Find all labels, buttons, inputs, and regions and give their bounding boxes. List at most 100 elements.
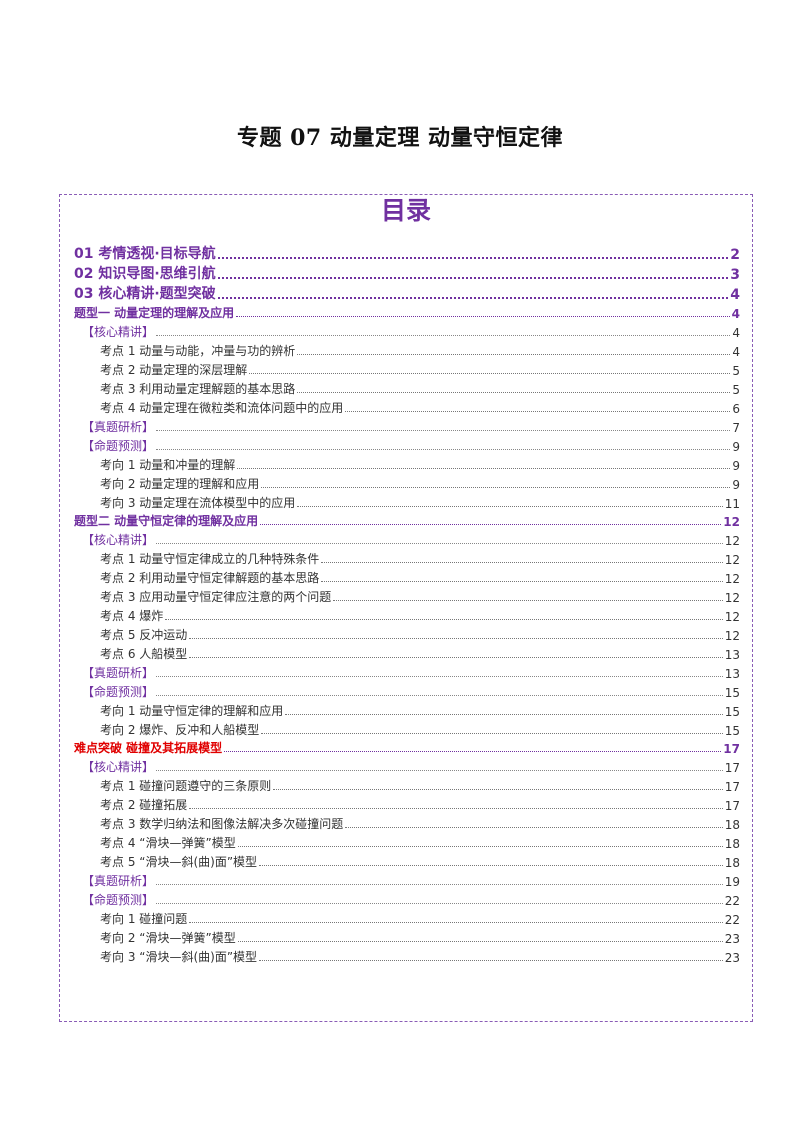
toc-dot-leader [321, 562, 723, 563]
toc-entry[interactable]: 考向 3 “滑块—斜(曲)面”模型 23 [74, 946, 740, 965]
toc-entry-page: 13 [724, 667, 740, 681]
toc-dot-leader [156, 676, 723, 677]
toc-entry-label: 03 核心精讲·题型突破 [74, 286, 216, 302]
toc-entry[interactable]: 考向 2 动量定理的理解和应用 9 [74, 473, 740, 492]
toc-entry[interactable]: 【真题研析】 19 [74, 870, 740, 889]
toc-entry[interactable]: 02 知识导图·思维引航 3 [74, 263, 740, 283]
toc-entry-label: 【命题预测】 [82, 439, 155, 453]
toc-entry[interactable]: 考点 4 爆炸 12 [74, 605, 740, 624]
toc-entry-page: 17 [724, 780, 740, 794]
toc-dot-leader [165, 619, 723, 620]
toc-entry-label: 考向 1 动量和冲量的理解 [100, 458, 236, 472]
toc-entry-label: 【真题研析】 [82, 420, 155, 434]
toc-entry[interactable]: 题型一 动量定理的理解及应用 4 [74, 303, 740, 321]
toc-entry-page: 23 [724, 932, 740, 946]
toc-entry-page: 12 [724, 629, 740, 643]
toc-entry-page: 12 [724, 553, 740, 567]
toc-entry-page: 18 [724, 837, 740, 851]
toc-entry-label: 考点 3 数学归纳法和图像法解决多次碰撞问题 [100, 817, 344, 831]
toc-heading: 目录 [380, 196, 431, 225]
toc-entry[interactable]: 03 核心精讲·题型突破 4 [74, 283, 740, 303]
toc-dot-leader [217, 257, 729, 259]
toc-entry[interactable]: 【核心精讲】 4 [74, 321, 740, 340]
toc-entry-label: 考点 2 利用动量守恒定律解题的基本思路 [100, 571, 320, 585]
toc-entry-label: 题型一 动量定理的理解及应用 [74, 306, 235, 320]
toc-entry-label: 考点 4 动量定理在微粒类和流体问题中的应用 [100, 401, 344, 415]
toc-dot-leader [156, 695, 723, 696]
toc-entry-page: 19 [724, 875, 740, 889]
toc-dot-leader [224, 751, 722, 752]
toc-entry-page: 4 [732, 326, 740, 340]
toc-entry[interactable]: 考点 2 动量定理的深层理解 5 [74, 359, 740, 378]
toc-entry-label: 考点 1 动量与动能，冲量与功的辨析 [100, 344, 296, 358]
toc-entry[interactable]: 考向 1 动量和冲量的理解 9 [74, 454, 740, 473]
toc-dot-leader [156, 335, 731, 336]
toc-dot-leader [259, 960, 723, 961]
toc-entry-page: 17 [723, 742, 740, 756]
toc-entry[interactable]: 考向 2 “滑块—弹簧”模型 23 [74, 927, 740, 946]
toc-entry[interactable]: 考向 1 碰撞问题 22 [74, 908, 740, 927]
toc-entry[interactable]: 题型二 动量守恒定律的理解及应用 12 [74, 511, 740, 529]
toc-entry[interactable]: 【命题预测】 22 [74, 889, 740, 908]
toc-entry-page: 12 [724, 591, 740, 605]
toc-entry-page: 22 [724, 894, 740, 908]
toc-entry[interactable]: 【真题研析】 7 [74, 416, 740, 435]
toc-entry[interactable]: 难点突破 碰撞及其拓展模型 17 [74, 738, 740, 756]
toc-dot-leader [156, 449, 731, 450]
toc-entry-page: 2 [730, 247, 740, 263]
toc-entry-label: 【核心精讲】 [82, 760, 155, 774]
toc-entry-label: 考向 3 动量定理在流体模型中的应用 [100, 496, 296, 510]
toc-dot-leader [217, 297, 729, 299]
toc-entry-label: 考向 3 “滑块—斜(曲)面”模型 [100, 950, 258, 964]
toc-entry-label: 考向 1 碰撞问题 [100, 912, 188, 926]
toc-entry-label: 【核心精讲】 [82, 533, 155, 547]
toc-entry[interactable]: 考点 4 动量定理在微粒类和流体问题中的应用 6 [74, 397, 740, 416]
toc-dot-leader [156, 770, 723, 771]
toc-entry-page: 13 [724, 648, 740, 662]
toc-entry-label: 题型二 动量守恒定律的理解及应用 [74, 514, 259, 528]
toc-entry-page: 3 [730, 267, 740, 283]
toc-entry-label: 考点 4 爆炸 [100, 609, 164, 623]
toc-entry[interactable]: 考点 3 利用动量定理解题的基本思路 5 [74, 378, 740, 397]
toc-dot-leader [189, 922, 723, 923]
toc-entry-label: 【核心精讲】 [82, 325, 155, 339]
toc-entry[interactable]: 【核心精讲】 17 [74, 756, 740, 775]
toc-entry[interactable]: 【真题研析】 13 [74, 662, 740, 681]
toc-entry-page: 4 [732, 345, 740, 359]
toc-dot-leader [156, 884, 723, 885]
toc-entry[interactable]: 考点 6 人船模型 13 [74, 643, 740, 662]
toc-entry[interactable]: 考点 4 “滑块—弹簧”模型 18 [74, 832, 740, 851]
toc-entry[interactable]: 01 考情透视·目标导航 2 [74, 243, 740, 263]
toc-entry[interactable]: 考点 1 动量与动能，冲量与功的辨析 4 [74, 340, 740, 359]
toc-dot-leader [297, 506, 723, 507]
toc-entry-page: 9 [732, 440, 740, 454]
toc-entry-page: 6 [732, 402, 740, 416]
toc-entry-label: 【真题研析】 [82, 666, 155, 680]
toc-entry-page: 12 [724, 572, 740, 586]
toc-entry-page: 18 [724, 818, 740, 832]
toc-entry-page: 9 [732, 459, 740, 473]
toc-entry[interactable]: 【命题预测】 15 [74, 681, 740, 700]
toc-entry-page: 22 [724, 913, 740, 927]
toc-entry-page: 17 [724, 761, 740, 775]
toc-dot-leader [321, 581, 723, 582]
toc-entry[interactable]: 考点 5 “滑块—斜(曲)面”模型 18 [74, 851, 740, 870]
toc-entry[interactable]: 【命题预测】 9 [74, 435, 740, 454]
toc-entry[interactable]: 考点 3 数学归纳法和图像法解决多次碰撞问题 18 [74, 813, 740, 832]
toc-entry-page: 9 [732, 478, 740, 492]
toc-dot-leader [156, 543, 723, 544]
toc-entry[interactable]: 考点 2 碰撞拓展 17 [74, 794, 740, 813]
toc-entry-label: 【命题预测】 [82, 685, 155, 699]
toc-entry[interactable]: 考点 3 应用动量守恒定律应注意的两个问题 12 [74, 586, 740, 605]
toc-entry-label: 【真题研析】 [82, 874, 155, 888]
toc-entry[interactable]: 考点 2 利用动量守恒定律解题的基本思路 12 [74, 567, 740, 586]
toc-entry[interactable]: 考向 3 动量定理在流体模型中的应用 11 [74, 492, 740, 511]
toc-entry[interactable]: 考向 1 动量守恒定律的理解和应用 15 [74, 700, 740, 719]
toc-dot-leader [249, 373, 731, 374]
toc-entry[interactable]: 【核心精讲】 12 [74, 529, 740, 548]
table-of-contents: 目录 01 考情透视·目标导航 2 02 知识导图·思维引航 3 03 核心精讲·题型突… [59, 194, 753, 1022]
toc-entry[interactable]: 考点 5 反冲运动 12 [74, 624, 740, 643]
toc-entry[interactable]: 考点 1 碰撞问题遵守的三条原则 17 [74, 775, 740, 794]
toc-entry[interactable]: 考点 1 动量守恒定律成立的几种特殊条件 12 [74, 548, 740, 567]
toc-entry[interactable]: 考向 2 爆炸、反冲和人船模型 15 [74, 719, 740, 738]
